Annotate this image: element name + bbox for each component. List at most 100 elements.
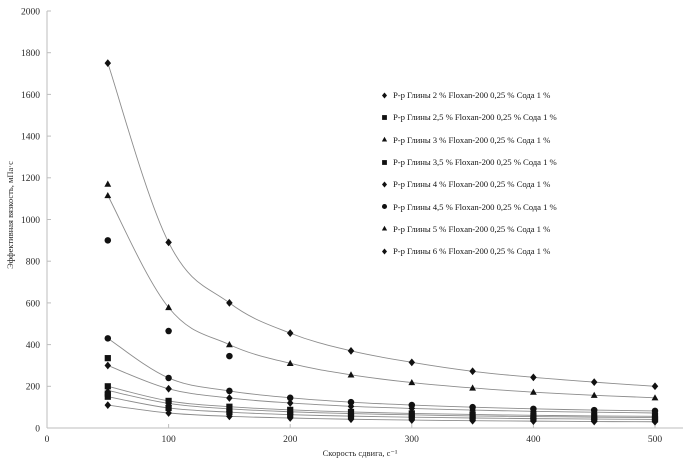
legend-item[interactable]: Р-р Глины 4,5 % Floxan-200 0,25 % Сода 1… — [379, 195, 639, 217]
y-axis-title: Эффективная вязкость, мПа·с — [5, 161, 15, 269]
series-line — [107, 195, 656, 399]
data-point-marker-square — [165, 404, 172, 412]
data-point-marker-diamond — [347, 346, 355, 355]
legend-item[interactable]: Р-р Глины 3 % Floxan-200 0,25 % Сода 1 % — [379, 129, 639, 151]
data-point-marker-triangle — [408, 378, 416, 386]
data-point-marker-circle — [104, 237, 112, 244]
series-line — [107, 385, 656, 417]
data-point-marker-cross-square — [287, 406, 294, 413]
x-tick-label: 300 — [405, 435, 420, 445]
y-tick-label: 1400 — [21, 133, 40, 143]
series-line — [107, 396, 656, 420]
data-point-marker-diamond — [381, 181, 388, 188]
data-point-marker-square — [104, 355, 111, 362]
data-point-marker-diamond — [651, 382, 659, 391]
data-point-marker-circle — [408, 401, 416, 409]
legend-item-label: Р-р Глины 3,5 % Floxan-200 0,25 % Сода 1… — [393, 157, 557, 168]
legend-item-label: Р-р Глины 4 % Floxan-200 0,25 % Сода 1 % — [393, 179, 551, 190]
legend-item[interactable]: Р-р Глины 3,5 % Floxan-200 0,25 % Сода 1… — [379, 151, 639, 173]
legend-marker-diamond-icon — [379, 246, 390, 257]
legend-item[interactable]: Р-р Глины 2 % Floxan-200 0,25 % Сода 1 % — [379, 84, 639, 106]
data-point-marker-diamond — [469, 367, 476, 376]
y-tick-label: 2000 — [21, 7, 40, 17]
legend-marker-diamond-icon — [381, 92, 388, 99]
y-tick-label: 800 — [26, 258, 41, 268]
series-2 — [104, 393, 659, 423]
data-point-marker-circle — [651, 407, 659, 415]
data-point-marker-square — [104, 393, 111, 400]
data-point-marker-cross-square — [530, 412, 537, 419]
data-point-marker-triangle — [469, 384, 477, 391]
data-point-marker-circle — [347, 398, 355, 406]
legend-marker-circle-icon — [381, 204, 388, 210]
y-axis-ticks: 0 200 400 600 800 1000 1200 1400 1600 1800 2000 — [21, 7, 51, 434]
legend-marker-diamond-icon — [379, 179, 390, 190]
y-tick-label: 1600 — [21, 91, 40, 101]
data-point-marker-diamond — [104, 401, 112, 409]
data-point-marker-triangle — [381, 226, 388, 231]
legend-item-label: Р-р Глины 5 % Floxan-200 0,25 % Сода 1 % — [393, 223, 551, 234]
data-point-marker-circle — [104, 335, 112, 342]
legend-marker-square-icon — [379, 112, 390, 123]
data-point-marker-triangle — [165, 303, 173, 311]
legend-item-label: Р-р Глины 4,5 % Floxan-200 0,25 % Сода 1… — [393, 201, 557, 212]
legend-marker-diamond-icon — [379, 90, 390, 101]
series-line — [107, 404, 656, 423]
legend-marker-triangle-icon — [381, 226, 388, 231]
x-axis-ticks: 0 100 200 300 400 500 — [45, 424, 663, 445]
data-point-marker-diamond — [286, 329, 294, 338]
series-8 — [104, 59, 659, 391]
data-point-marker-circle — [469, 403, 476, 411]
data-point-marker-cross-square — [165, 397, 172, 404]
data-point-marker-diamond — [286, 399, 294, 407]
data-point-marker-diamond — [590, 378, 598, 387]
legend-marker-cross-square-icon — [379, 157, 390, 168]
data-point-marker-circle — [165, 327, 172, 335]
data-point-marker-diamond — [530, 373, 537, 382]
series-line — [107, 390, 656, 419]
data-point-marker-circle — [226, 387, 233, 395]
y-tick-label: 1000 — [21, 216, 40, 226]
data-point-marker-diamond — [104, 361, 112, 370]
y-tick-label: 1200 — [21, 174, 40, 184]
legend-marker-triangle-icon — [381, 136, 388, 142]
data-point-marker-diamond — [226, 394, 233, 402]
y-tick-label: 400 — [26, 341, 41, 351]
y-tick-label: 600 — [26, 299, 41, 309]
data-point-marker-triangle — [104, 180, 112, 187]
data-point-marker-triangle — [347, 371, 355, 378]
data-point-marker-square — [226, 409, 233, 416]
legend-item[interactable]: Р-р Глины 5 % Floxan-200 0,25 % Сода 1 % — [379, 218, 639, 240]
legend-item-label: Р-р Глины 2,5 % Floxan-200 0,25 % Сода 1… — [393, 112, 557, 123]
data-point-marker-diamond — [381, 92, 388, 99]
data-point-marker-diamond — [165, 238, 172, 247]
series-line — [107, 365, 656, 414]
legend-item[interactable]: Р-р Глины 2,5 % Floxan-200 0,25 % Сода 1… — [379, 106, 639, 128]
x-tick-label: 500 — [648, 435, 663, 445]
data-point-marker-triangle — [225, 341, 233, 348]
data-point-marker-cross-square — [104, 390, 111, 397]
data-point-marker-diamond — [104, 59, 112, 67]
data-point-marker-cross-square — [469, 411, 476, 418]
x-tick-label: 0 — [45, 435, 50, 445]
y-tick-label: 200 — [26, 383, 41, 393]
legend-item[interactable]: Р-р Глины 4 % Floxan-200 0,25 % Сода 1 % — [379, 173, 639, 195]
series-1 — [104, 401, 659, 426]
series-line — [107, 337, 656, 412]
data-point-marker-diamond — [226, 299, 233, 307]
data-point-marker-triangle — [590, 391, 598, 398]
legend-marker-triangle-icon — [379, 223, 390, 234]
legend-marker-circle-icon — [379, 201, 390, 212]
x-tick-label: 100 — [161, 435, 176, 445]
data-point-marker-triangle — [381, 136, 388, 142]
legend-marker-triangle-icon — [379, 134, 390, 145]
data-point-marker-triangle — [286, 359, 294, 366]
legend-item-label: Р-р Глины 3 % Floxan-200 0,25 % Сода 1 % — [393, 134, 551, 145]
data-point-marker-cross-square — [226, 403, 233, 410]
data-series-group — [104, 59, 659, 426]
series-6 — [104, 335, 659, 415]
data-point-marker-cross-square — [382, 159, 387, 165]
data-point-marker-circle — [286, 394, 294, 402]
legend-item[interactable]: Р-р Глины 6 % Floxan-200 0,25 % Сода 1 % — [379, 240, 639, 262]
